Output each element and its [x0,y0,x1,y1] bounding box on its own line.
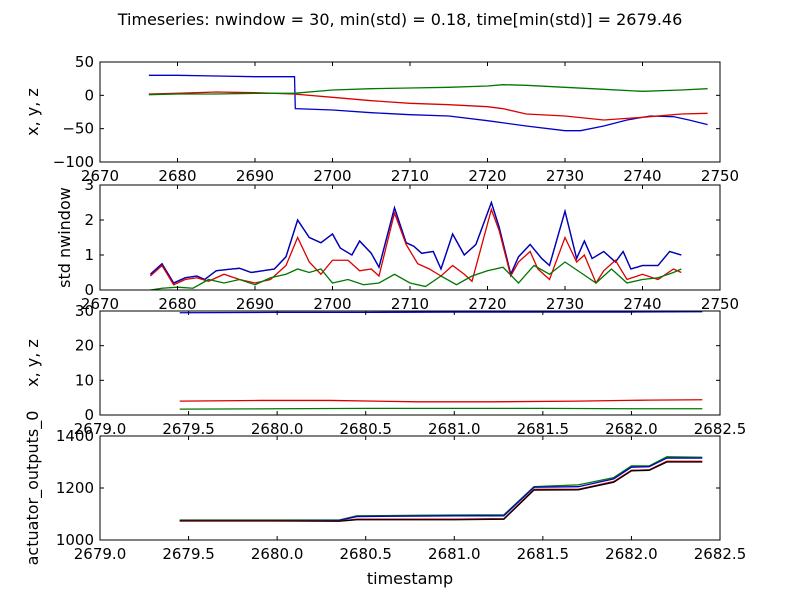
x-tick-label: 2679.5 [162,420,215,438]
x-tick-label: 2682.0 [605,545,658,563]
panel-2: 2670 2680 2690 2700 2710 2720 2730 2740 2750 0 1 2 3… [55,176,739,313]
axes-frame [99,310,721,416]
axes-frame [99,184,721,291]
y-tick-label: 3 [84,176,94,194]
y-axis-label: x, y, z [23,88,42,136]
y-tick-label: 1000 [56,531,94,549]
y-tick-label: 1200 [56,479,94,497]
y-axis-label: x, y, z [23,339,42,387]
x-tick-label: 2682.0 [605,420,658,438]
series-line-2-2 [149,200,682,284]
series-line-1-1 [148,74,708,132]
series-line-4-4 [179,461,703,522]
y-tick-label: 30 [75,302,94,320]
x-tick-label: 2740 [623,295,661,313]
x-tick-label: 2740 [623,167,661,185]
y-axis-label: std nwindow [55,187,74,288]
x-tick-label: 2680.5 [339,545,392,563]
x-tick-label: 2690 [236,167,274,185]
x-tick-label: 2700 [313,295,351,313]
x-tick-label: 2710 [391,167,429,185]
series-line-3-1 [179,311,703,314]
x-tick-label: 2690 [236,295,274,313]
x-tick-label: 2750 [701,167,739,185]
series-line-3-2 [179,399,703,403]
x-axis-label: timestamp [367,569,453,588]
panel-1: 2670 2680 2690 2700 2710 2720 2730 2740 2750 −100… [23,53,739,185]
series-line-1-2 [148,91,708,121]
x-tick-label: 2670 [81,167,119,185]
y-tick-label: −100 [53,153,94,171]
x-tick-label: 2679.0 [74,420,127,438]
axes-frame [99,435,721,541]
x-tick-label: 2730 [546,295,584,313]
x-tick-label: 2730 [546,167,584,185]
y-tick-label: 1400 [56,427,94,445]
x-tick-label: 2681.5 [517,545,570,563]
x-tick-label: 2682.5 [694,420,747,438]
y-tick-label: 0 [84,406,94,424]
x-tick-label: 2681.0 [428,545,481,563]
x-tick-label: 2710 [391,295,429,313]
x-tick-label: 2720 [468,167,506,185]
x-tick-label: 2680.0 [251,420,304,438]
y-tick-label: 0 [84,281,94,299]
y-tick-label: 0 [84,86,94,104]
x-tick-label: 2680.0 [251,545,304,563]
panel-3: 2679.0 2679.5 2680.0 2680.5 2681.0 2681.5 2682… [23,302,746,438]
y-tick-label: 50 [75,53,94,71]
y-tick-label: 1 [84,246,94,264]
y-tick-label: 10 [75,371,94,389]
x-tick-label: 2681.0 [428,420,481,438]
series-line-1-3 [148,84,708,96]
x-tick-label: 2682.5 [694,545,747,563]
x-tick-label: 2720 [468,295,506,313]
x-tick-label: 2700 [313,167,351,185]
x-tick-label: 2680 [158,167,196,185]
x-tick-label: 2679.5 [162,545,215,563]
y-tick-label: 20 [75,337,94,355]
series-line-4-2 [179,457,703,522]
series-line-2-4 [150,261,682,290]
y-tick-label: −50 [62,120,94,138]
series-line-4-1 [179,456,703,521]
axes-frame [99,61,721,163]
y-axis-label: actuator_outputs_0 [23,411,43,566]
x-tick-label: 2679.0 [74,545,127,563]
x-tick-label: 2670 [81,295,119,313]
series-line-3-3 [179,407,703,410]
series-line-2-1 [149,200,682,284]
x-tick-label: 2680.5 [339,420,392,438]
y-tick-label: 2 [84,211,94,229]
x-tick-label: 2750 [701,295,739,313]
x-tick-label: 2680 [158,295,196,313]
panel-4: 2679.0 2679.5 2680.0 2680.5 2681.0 2681.5 2682… [23,411,746,566]
x-tick-label: 2681.5 [517,420,570,438]
chart-title: Timeseries: nwindow = 30, min(std) = 0.1… [117,10,683,29]
